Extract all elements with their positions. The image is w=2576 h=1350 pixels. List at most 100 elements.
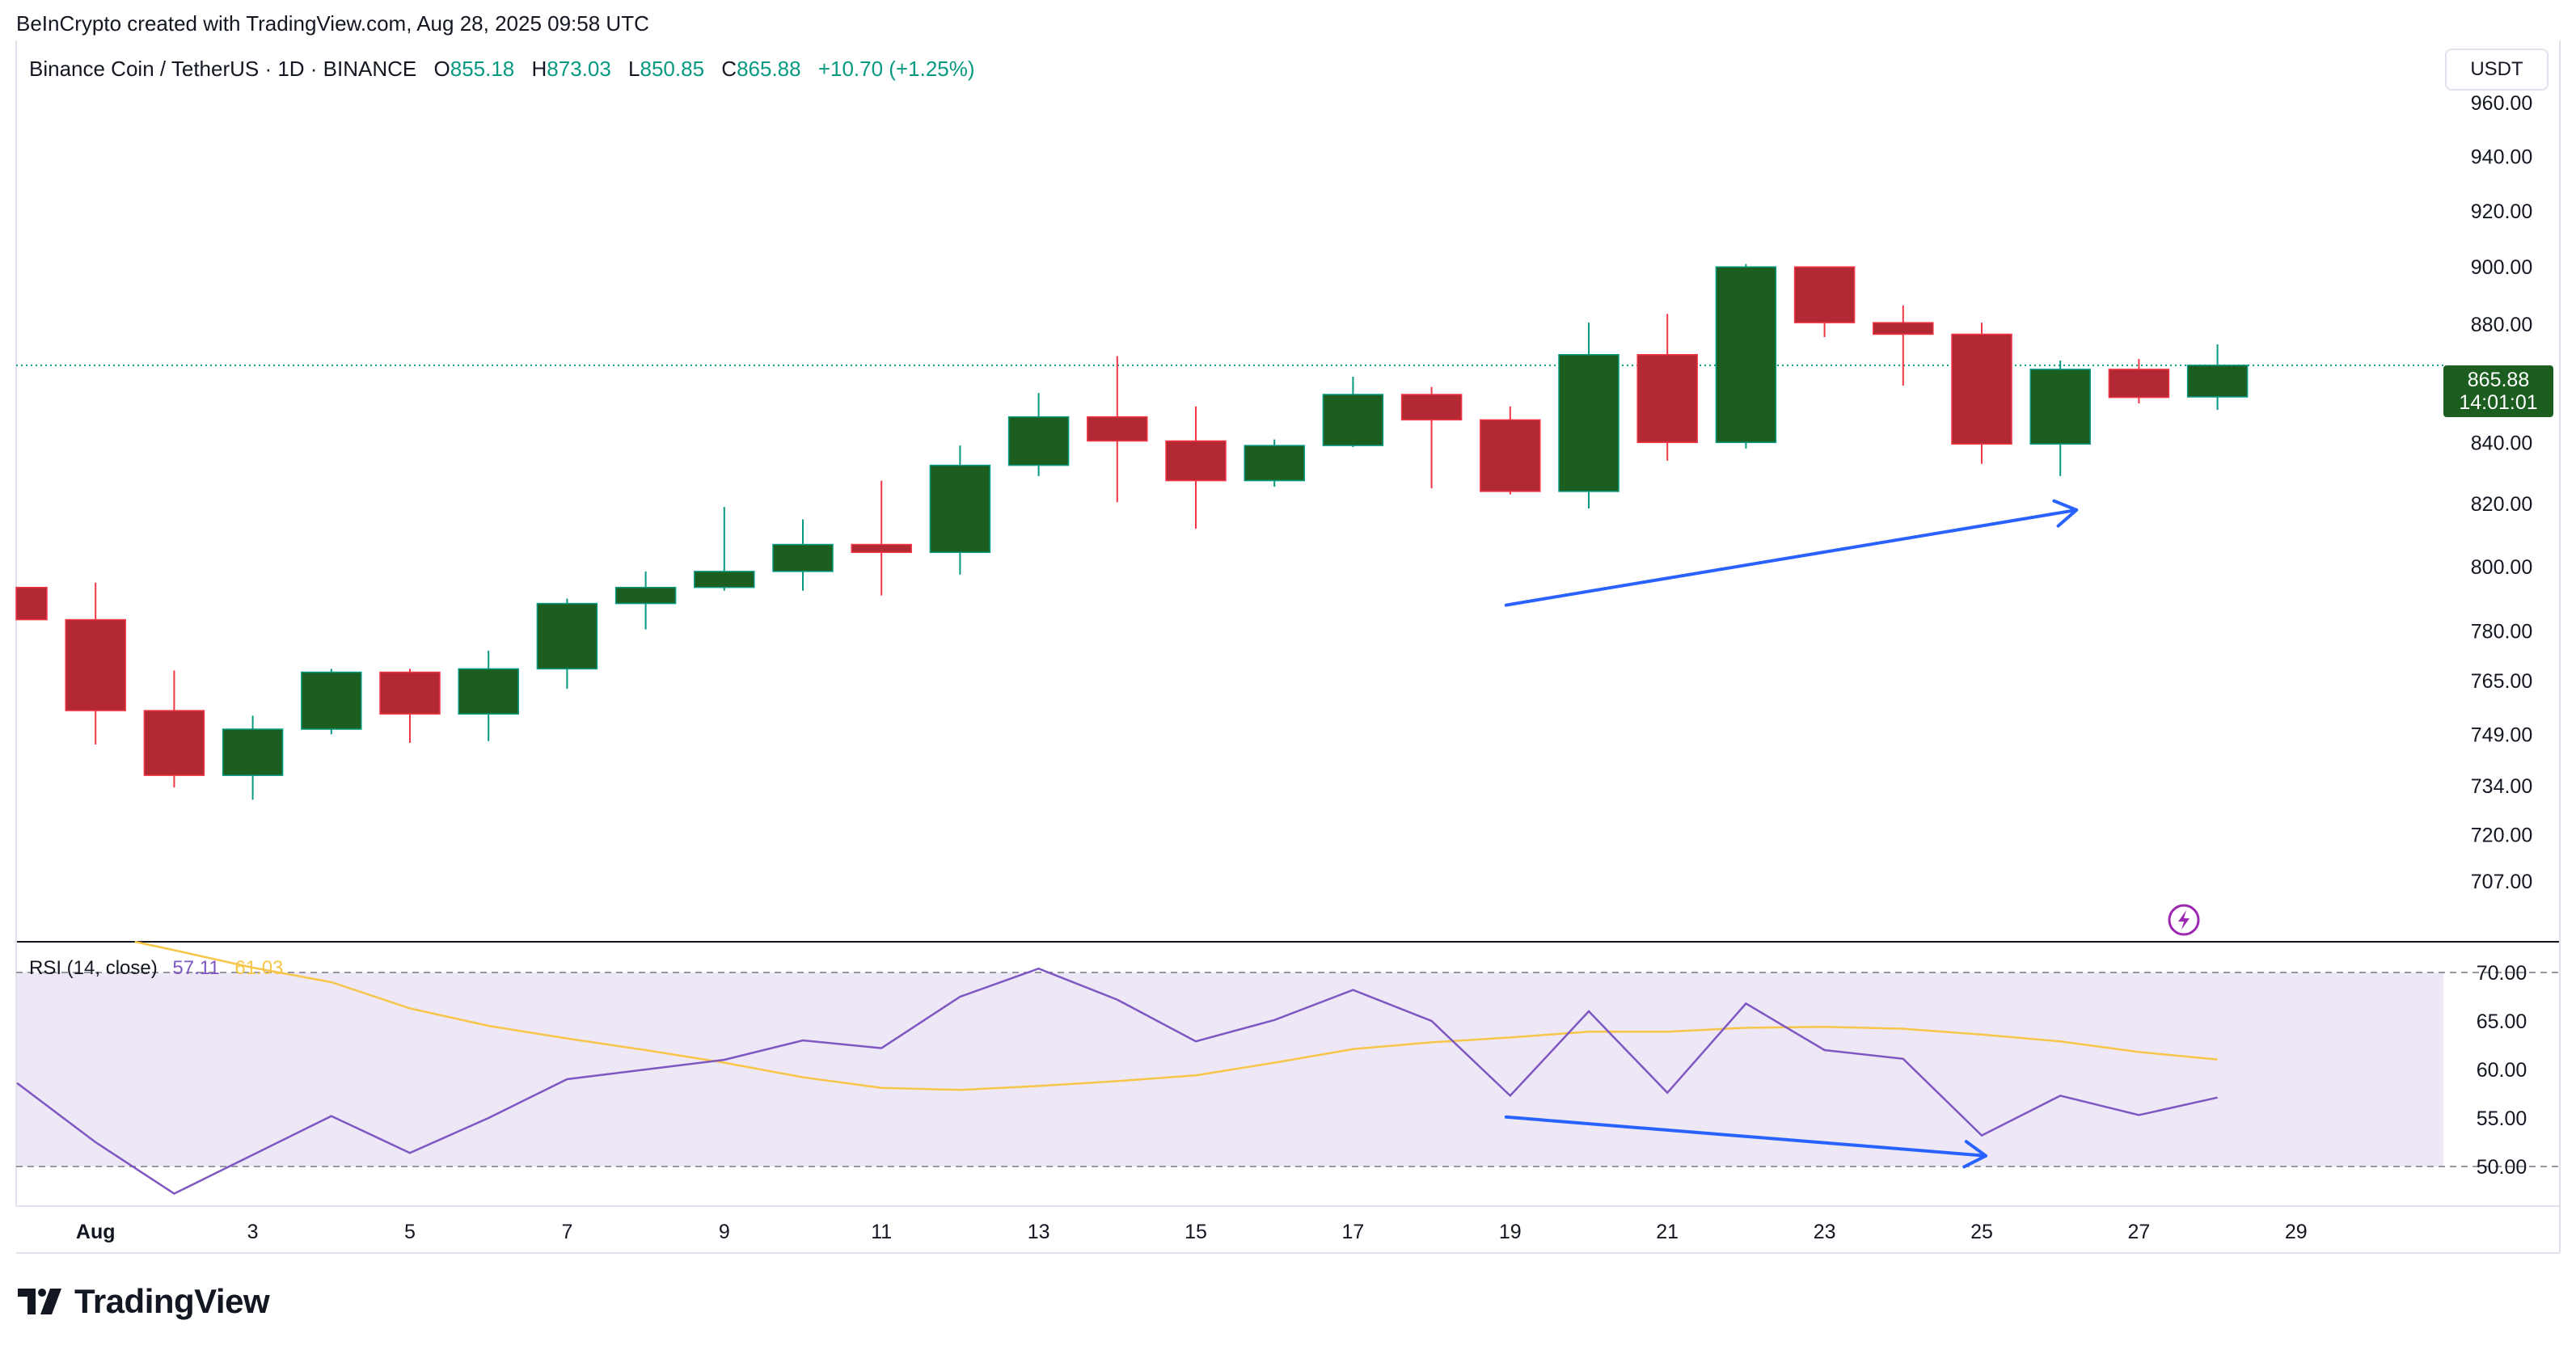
symbol-legend: Binance Coin / TetherUS · 1D · BINANCE O…	[29, 57, 975, 82]
candle-body	[1873, 322, 1934, 335]
candle-body	[1165, 440, 1227, 482]
open-value: 855.18	[450, 57, 515, 81]
candle	[1007, 393, 1070, 476]
price-change: +10.70 (+1.25%)	[817, 57, 975, 81]
candle	[2186, 344, 2249, 410]
time-tick-label: 9	[719, 1221, 730, 1243]
price-tick-label: 880.00	[2471, 314, 2532, 336]
candle	[2108, 359, 2170, 404]
candles-layer	[15, 264, 2443, 800]
candle-body	[65, 618, 126, 711]
rsi-ma-value: 61.03	[234, 957, 284, 979]
time-tick-label: 13	[1028, 1221, 1050, 1243]
candle-body	[1480, 419, 1541, 492]
rsi-line	[16, 967, 2218, 1196]
price-tick-label: 940.00	[2471, 146, 2532, 168]
price-tick-label: 800.00	[2471, 556, 2532, 579]
candle-body	[1322, 394, 1384, 446]
candle	[614, 571, 677, 630]
candle	[772, 519, 834, 591]
candle	[458, 650, 519, 741]
candle-body	[851, 543, 912, 554]
symbol-title[interactable]: Binance Coin / TetherUS · 1D · BINANCE	[29, 57, 417, 81]
rsi-legend[interactable]: RSI (14, close) 57.11 61.03	[29, 957, 283, 980]
candle	[1873, 305, 1934, 386]
last-price-value: 865.88	[2468, 369, 2529, 391]
rsi-tick-label: 70.00	[2477, 962, 2527, 985]
candle-body	[222, 728, 284, 776]
candle	[1793, 266, 1856, 338]
candle	[1951, 323, 2012, 464]
price-tick-label: 720.00	[2471, 825, 2532, 847]
last-price-badge: 865.88 14:01:01	[2443, 365, 2553, 417]
candle-body	[15, 586, 48, 621]
time-tick-label: 17	[1341, 1221, 1364, 1243]
time-tick-label: 15	[1185, 1221, 1207, 1243]
candle-body	[2029, 369, 2091, 445]
lightning-icon[interactable]	[2168, 904, 2200, 936]
currency-button[interactable]: USDT	[2445, 49, 2549, 91]
candle-body	[1793, 266, 1856, 323]
rsi-value: 57.11	[172, 957, 220, 979]
time-tick-label: 11	[871, 1221, 892, 1243]
time-tick-label: 19	[1499, 1221, 1522, 1243]
rsi-axis[interactable]: 70.00 65.00 60.00 55.00 50.00	[2477, 962, 2527, 1179]
time-tick-label: 3	[247, 1221, 259, 1243]
candle-body	[2108, 369, 2170, 399]
price-trend-arrow-head	[2052, 499, 2079, 528]
price-tick-label: 920.00	[2471, 200, 2532, 223]
high-value: 873.03	[547, 57, 611, 81]
candle-body	[1951, 333, 2012, 445]
chart-credit: BeInCrypto created with TradingView.com,…	[16, 11, 649, 36]
price-trend-arrow-shaft	[1504, 508, 2079, 607]
time-axis[interactable]: Aug 3 5 7 9 11 13 15 17 19 21 23 25 27 29	[76, 1221, 2308, 1243]
price-tick-label: 960.00	[2471, 92, 2532, 115]
price-tick-label: 900.00	[2471, 256, 2532, 279]
candle	[1636, 314, 1698, 461]
price-tick-label: 734.00	[2471, 775, 2532, 798]
time-tick-label: 23	[1814, 1221, 1836, 1243]
candle	[143, 670, 205, 788]
last-price-badge-box	[2443, 365, 2553, 417]
candle-body	[1244, 445, 1305, 482]
lightning-icon-ring	[2168, 904, 2200, 936]
candle	[1558, 323, 1620, 508]
rsi-trend-arrow-head	[1962, 1140, 1987, 1169]
candle-body	[614, 586, 677, 605]
candle	[1715, 264, 1777, 449]
candle-body	[1715, 266, 1777, 444]
candle	[1322, 376, 1384, 447]
price-axis[interactable]: 960.00 940.00 920.00 900.00 880.00 840.00 820.…	[2471, 92, 2532, 893]
candle-body	[536, 602, 598, 670]
candle-body	[772, 543, 834, 572]
close-value: 865.88	[737, 57, 801, 81]
candle-body	[1087, 416, 1148, 442]
candle	[851, 480, 912, 596]
footer: TradingView	[16, 1282, 270, 1321]
price-tick-label: 765.00	[2471, 670, 2532, 693]
candle-body	[1007, 416, 1070, 466]
candle-body	[2186, 365, 2249, 398]
candle-body	[379, 671, 441, 715]
time-tick-label: 27	[2127, 1221, 2150, 1243]
candle-body	[301, 671, 362, 730]
candle	[929, 445, 991, 575]
candle-body	[1558, 353, 1620, 492]
candle	[1480, 406, 1541, 495]
candle-body	[929, 464, 991, 554]
candle-body	[458, 668, 519, 715]
candle	[1400, 386, 1463, 489]
price-trend-arrow	[1504, 499, 2079, 607]
candle	[694, 507, 755, 591]
rsi-trend-arrow-shaft	[1504, 1115, 1987, 1158]
lightning-icon-bolt	[2178, 910, 2190, 930]
annotations-layer	[1504, 499, 2079, 1169]
price-tick-label: 707.00	[2471, 871, 2532, 893]
candle-body	[143, 710, 205, 776]
rsi-tick-label: 60.00	[2477, 1059, 2527, 1082]
low-value: 850.85	[640, 57, 705, 81]
candle-body	[1636, 353, 1698, 444]
candle-body	[694, 571, 755, 589]
candle	[301, 669, 362, 735]
